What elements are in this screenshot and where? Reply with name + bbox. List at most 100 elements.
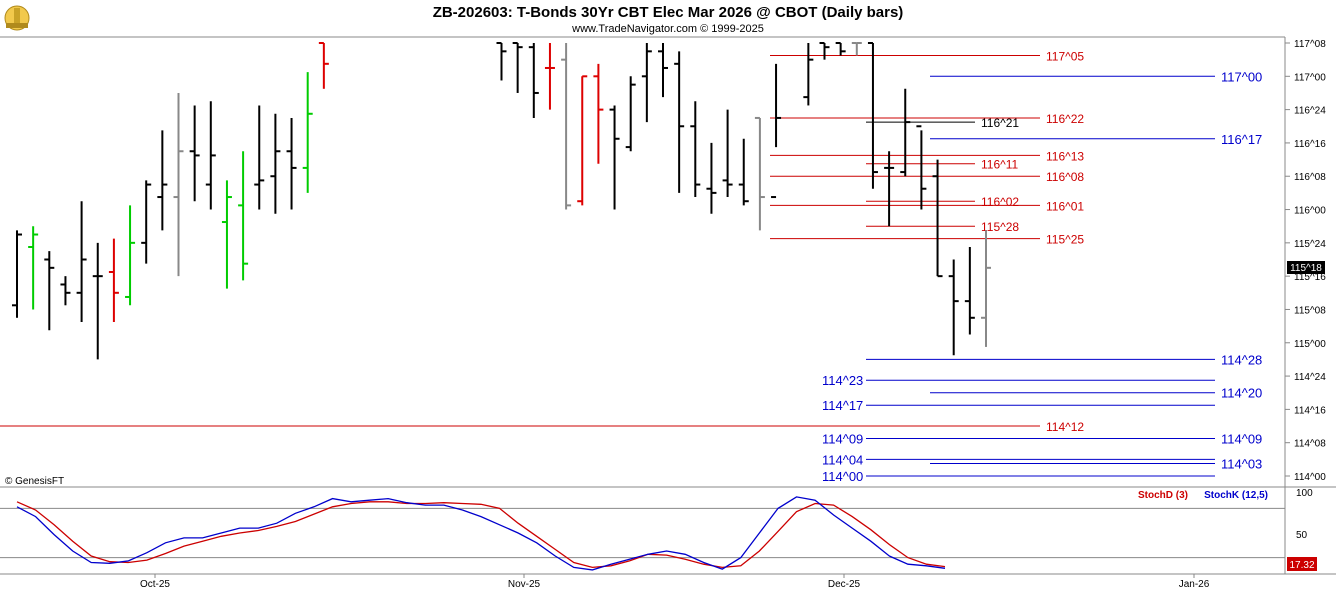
chart-title: ZB-202603: T-Bonds 30Yr CBT Elec Mar 202… bbox=[433, 4, 904, 21]
ohlc-bar bbox=[593, 63, 604, 164]
ohlc-bar bbox=[189, 105, 200, 202]
stoch-last-value: 17.32 bbox=[1289, 560, 1314, 571]
ohlc-bar bbox=[981, 230, 991, 347]
level-label: 114^09 bbox=[1221, 432, 1262, 447]
ohlc-bar bbox=[141, 180, 152, 264]
stochastic-ref-lines bbox=[0, 507, 1285, 559]
price-tick-label: 115^00 bbox=[1294, 339, 1326, 350]
chart-subtitle: www.TradeNavigator.com © 1999-2025 bbox=[571, 23, 764, 35]
level-label: 114^04 bbox=[822, 452, 863, 467]
ohlc-bar bbox=[867, 42, 878, 189]
level-label: 117^05 bbox=[1046, 49, 1084, 63]
copyright-label: © GenesisFT bbox=[5, 476, 64, 487]
legend-stochd: StochD (3) bbox=[1138, 490, 1188, 501]
price-tick-label: 114^16 bbox=[1294, 405, 1326, 416]
ohlc-bar bbox=[12, 230, 22, 318]
price-tick-label: 116^08 bbox=[1294, 172, 1326, 183]
x-tick-dec: Dec-25 bbox=[828, 579, 861, 590]
ohlc-bar bbox=[157, 130, 168, 231]
ohlc-bar bbox=[738, 138, 749, 206]
ohlc-bar bbox=[900, 88, 911, 177]
genesis-lighthouse-logo-icon bbox=[4, 5, 30, 31]
ohlc-bar bbox=[302, 72, 313, 193]
stoch-tick-100: 100 bbox=[1296, 488, 1313, 499]
ohlc-bar bbox=[496, 42, 507, 81]
last-price-tag: 115^18 bbox=[1287, 261, 1325, 274]
ohlc-bar bbox=[286, 117, 297, 210]
level-label: 114^09 bbox=[822, 432, 863, 447]
ohlc-bar bbox=[851, 42, 862, 56]
ohlc-bar bbox=[625, 76, 636, 152]
stoch-series-line bbox=[16, 501, 946, 569]
level-label: 117^00 bbox=[1221, 69, 1262, 84]
stochastic-lines bbox=[16, 496, 946, 571]
level-label: 114^20 bbox=[1221, 386, 1262, 401]
support-resistance-levels: 117^05 117^00 116^22 116^21 116^17 116^13 116^… bbox=[0, 49, 1262, 484]
ohlc-bar bbox=[916, 125, 927, 210]
ohlc-bar bbox=[108, 238, 119, 322]
ohlc-bar bbox=[173, 92, 184, 277]
level-label: 116^22 bbox=[1046, 112, 1084, 126]
ohlc-bar bbox=[238, 151, 249, 281]
level-label: 114^03 bbox=[1221, 457, 1262, 472]
ohlc-bar bbox=[754, 116, 765, 231]
price-tick-label: 114^24 bbox=[1294, 372, 1326, 383]
ohlc-bar bbox=[722, 109, 733, 198]
level-label: 114^23 bbox=[822, 373, 863, 388]
ohlc-bar bbox=[658, 43, 668, 98]
level-label: 114^00 bbox=[822, 469, 863, 484]
x-axis: Oct-25 Nov-25 Dec-25 Jan-26 bbox=[140, 574, 1210, 590]
level-label: 114^28 bbox=[1221, 352, 1262, 367]
ohlc-bar bbox=[125, 205, 136, 306]
ohlc-bar bbox=[92, 242, 103, 360]
price-tick-label: 114^08 bbox=[1294, 439, 1326, 450]
ohlc-bar bbox=[835, 42, 846, 56]
ohlc-bar bbox=[964, 247, 975, 335]
ohlc-bar bbox=[803, 43, 814, 106]
level-label: 116^08 bbox=[1046, 170, 1084, 184]
price-tick-label: 116^16 bbox=[1294, 139, 1326, 150]
level-label: 114^17 bbox=[822, 398, 863, 413]
ohlc-bar bbox=[819, 42, 830, 60]
level-label: 114^12 bbox=[1046, 420, 1084, 434]
level-label: 115^25 bbox=[1046, 233, 1084, 247]
ohlc-bar bbox=[948, 259, 959, 356]
ohlc-bar bbox=[28, 226, 39, 310]
stochastic-panel: 100 50 StochD (3) StochK (12,5) 17.32 bbox=[0, 488, 1317, 571]
x-tick-oct: Oct-25 bbox=[140, 579, 170, 590]
ohlc-bar bbox=[318, 42, 329, 89]
legend-stochk: StochK (12,5) bbox=[1204, 490, 1268, 501]
x-tick-nov: Nov-25 bbox=[508, 579, 541, 590]
ohlc-bar bbox=[44, 251, 55, 331]
price-axis: 117^08 117^00 116^24 116^16 116^08 116^00 115^… bbox=[1285, 39, 1326, 483]
last-price-label: 115^18 bbox=[1290, 263, 1322, 274]
price-tick-label: 115^24 bbox=[1294, 239, 1326, 250]
header: ZB-202603: T-Bonds 30Yr CBT Elec Mar 202… bbox=[433, 4, 904, 35]
ohlc-bar bbox=[577, 75, 588, 206]
level-label: 116^02 bbox=[981, 195, 1019, 209]
price-tick-label: 116^00 bbox=[1294, 206, 1326, 217]
ohlc-bar bbox=[609, 105, 620, 210]
ohlc-bar bbox=[528, 43, 539, 118]
price-tick-label: 115^16 bbox=[1294, 272, 1326, 283]
ohlc-bar bbox=[60, 276, 71, 306]
stoch-tick-50: 50 bbox=[1296, 530, 1308, 541]
ohlc-bar bbox=[706, 142, 717, 214]
price-tick-label: 117^08 bbox=[1294, 39, 1326, 50]
price-tick-label: 115^08 bbox=[1294, 305, 1326, 316]
price-tick-label: 114^00 bbox=[1294, 472, 1326, 483]
ohlc-bar bbox=[641, 43, 652, 123]
price-tick-label: 117^00 bbox=[1294, 72, 1326, 83]
ohlc-bar bbox=[544, 43, 555, 110]
ohlc-bar bbox=[221, 180, 232, 289]
level-label: 116^11 bbox=[981, 158, 1019, 172]
ohlc-bar bbox=[270, 113, 281, 214]
ohlc-bar bbox=[771, 63, 782, 199]
ohlc-bar bbox=[932, 159, 943, 278]
ohlc-bars bbox=[12, 42, 991, 360]
price-tick-label: 116^24 bbox=[1294, 106, 1326, 117]
ohlc-bar bbox=[674, 51, 685, 193]
ohlc-bar bbox=[512, 42, 523, 93]
